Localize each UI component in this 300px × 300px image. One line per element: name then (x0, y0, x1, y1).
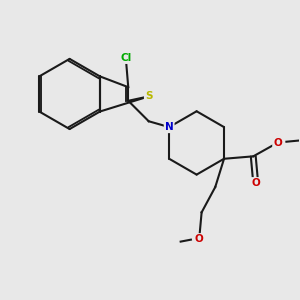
Text: O: O (273, 138, 282, 148)
Text: Cl: Cl (120, 53, 131, 63)
Text: O: O (251, 178, 260, 188)
Text: N: N (165, 122, 174, 132)
Text: S: S (145, 92, 152, 101)
Text: O: O (195, 234, 204, 244)
